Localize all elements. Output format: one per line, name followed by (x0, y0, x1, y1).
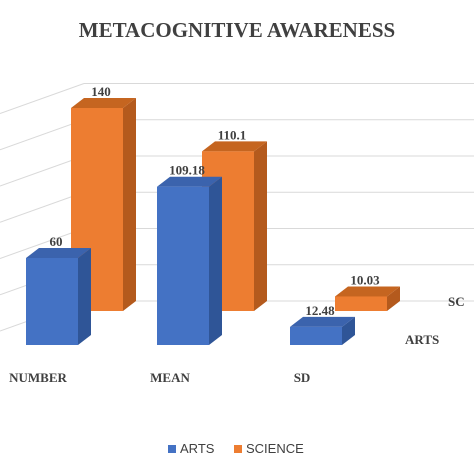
bar-arts-sd (290, 316, 355, 345)
bar-top (26, 248, 91, 258)
gridline (0, 155, 85, 187)
legend-swatch-science (234, 445, 242, 453)
bar-arts-number (26, 248, 91, 345)
gridlines (0, 83, 474, 332)
bar-side (123, 98, 136, 311)
bar-front (26, 258, 78, 345)
legend: ARTS SCIENCE (168, 441, 304, 456)
bar-side (78, 248, 91, 345)
bar-top (157, 176, 222, 187)
category-label-mean: MEAN (150, 370, 190, 385)
bar-arts-mean (157, 176, 222, 345)
value-label-science-mean: 110.1 (218, 127, 247, 142)
gridline (0, 191, 85, 223)
bar-side (342, 316, 355, 345)
depth-label-arts: ARTS (405, 332, 439, 347)
legend-label-arts: ARTS (180, 441, 215, 456)
value-labels: 140 110.1 10.03 60 109.18 12.48 (50, 84, 381, 318)
bar-front (290, 326, 342, 345)
category-labels: NUMBER MEAN SD (9, 370, 310, 385)
bars (26, 98, 400, 345)
gridline (0, 83, 85, 114)
bar-front (335, 296, 387, 311)
category-label-number: NUMBER (9, 370, 67, 385)
bar-top (290, 316, 355, 327)
legend-swatch-arts (168, 445, 176, 453)
gridline (0, 119, 85, 151)
value-label-science-sd: 10.03 (350, 272, 380, 287)
depth-axis-labels: SC ARTS (405, 294, 465, 347)
bar-side (254, 141, 267, 311)
gridline (0, 228, 85, 259)
bar-top (202, 141, 267, 152)
depth-label-science: SC (448, 294, 465, 309)
value-label-arts-number: 60 (50, 234, 63, 249)
bar-science-sd (335, 286, 400, 311)
bar-top (71, 98, 136, 108)
category-label-sd: SD (294, 370, 311, 385)
value-label-arts-mean: 109.18 (169, 163, 205, 178)
chart-title: METACOGNITIVE AWARENESS (79, 18, 395, 42)
bar-front (157, 186, 209, 345)
bar-top (335, 286, 400, 297)
legend-label-science: SCIENCE (246, 441, 304, 456)
value-label-science-number: 140 (91, 84, 111, 99)
value-label-arts-sd: 12.48 (305, 303, 335, 318)
bar-side (387, 286, 400, 311)
bar-side (209, 176, 222, 345)
